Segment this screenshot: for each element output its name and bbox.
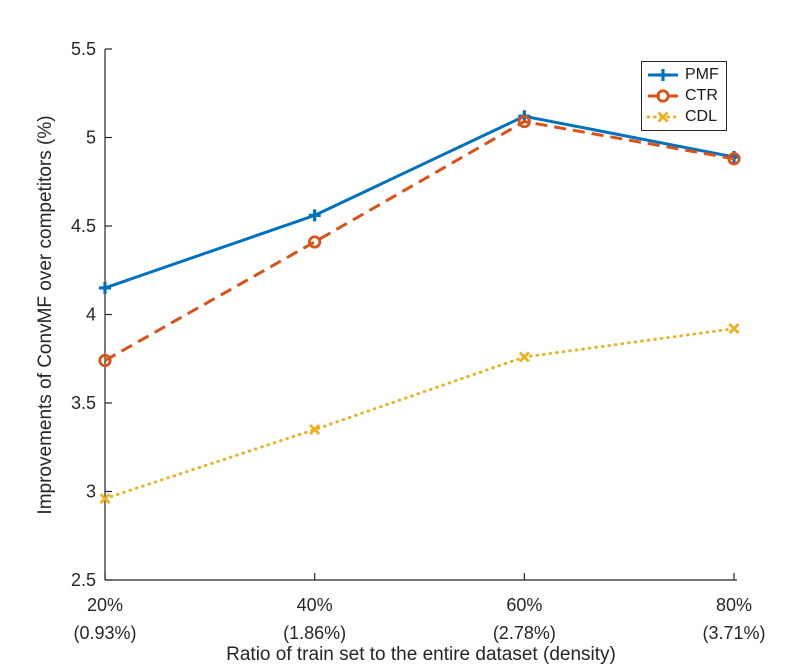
y-tick-label: 3 [86, 482, 96, 502]
legend-item-cdl: CDL [646, 107, 726, 127]
legend-label-pmf: PMF [685, 65, 719, 83]
data-point-marker-x [728, 323, 740, 335]
data-point-marker-x [657, 111, 669, 123]
y-tick-label: 4.5 [71, 216, 96, 236]
data-point-marker-circle [308, 235, 322, 249]
data-point-marker-x [99, 493, 111, 505]
x-tick-sublabel: (3.71%) [702, 623, 765, 643]
legend-line-sample-ctr [648, 89, 678, 103]
y-tick-label: 5.5 [71, 39, 96, 59]
series-pmf [99, 110, 740, 294]
x-tick-label: 20% [87, 595, 123, 615]
data-point-marker-plus [657, 68, 669, 81]
series-ctr [98, 114, 741, 368]
legend-label-cdl: CDL [685, 108, 718, 126]
legend-line-sample-pmf [648, 68, 678, 81]
x-axis-label: Ratio of train set to the entire dataset… [226, 644, 616, 665]
x-tick-sublabel: (2.78%) [493, 623, 556, 643]
legend-item-pmf: PMF [646, 65, 726, 85]
legend-line-sample-cdl [646, 111, 680, 123]
data-point-marker-plus [308, 209, 321, 222]
data-point-marker-x [518, 351, 530, 363]
y-tick-label: 2.5 [71, 570, 96, 590]
x-tick-sublabel: (0.93%) [73, 623, 136, 643]
legend-label-ctr: CTR [685, 86, 718, 104]
series-line-ctr [104, 119, 735, 362]
y-tick-label: 3.5 [71, 393, 96, 413]
data-point-marker-circle [517, 114, 531, 129]
data-point-marker-circle [98, 353, 112, 368]
y-tick-label: 4 [86, 305, 96, 325]
series-cdl [99, 323, 740, 505]
data-point-marker-circle [727, 152, 741, 166]
x-tick-sublabel: (1.86%) [283, 623, 346, 643]
data-point-marker-x [309, 424, 321, 436]
series-line-pmf [104, 114, 735, 290]
legend-item-ctr: CTR [646, 86, 726, 106]
x-tick-label: 40% [297, 595, 333, 615]
legend: PMF CTR CDL [641, 61, 727, 131]
data-point-marker-circle [656, 89, 670, 103]
y-axis-label: Improvements of ConvMF over competitors … [35, 115, 56, 515]
series-line-cdl [103, 327, 736, 501]
x-tick-label: 60% [506, 595, 542, 615]
x-tick-label: 80% [716, 595, 752, 615]
y-tick-label: 5 [86, 128, 96, 148]
data-point-marker-plus [99, 281, 111, 294]
